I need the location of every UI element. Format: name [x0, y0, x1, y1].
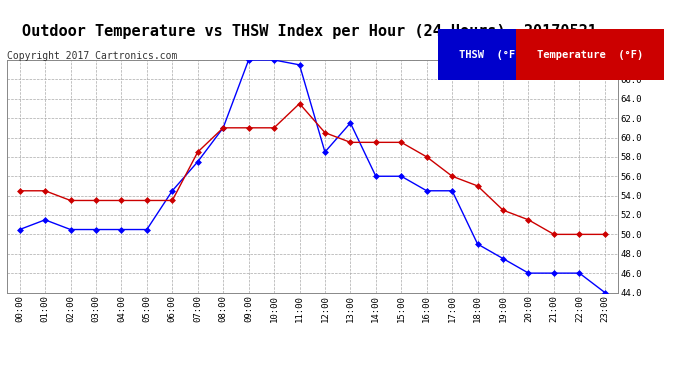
Text: Copyright 2017 Cartronics.com: Copyright 2017 Cartronics.com — [7, 51, 177, 61]
Text: Outdoor Temperature vs THSW Index per Hour (24 Hours)  20170521: Outdoor Temperature vs THSW Index per Ho… — [21, 24, 597, 39]
Text: THSW  (°F): THSW (°F) — [459, 50, 522, 60]
Text: Temperature  (°F): Temperature (°F) — [537, 50, 643, 60]
